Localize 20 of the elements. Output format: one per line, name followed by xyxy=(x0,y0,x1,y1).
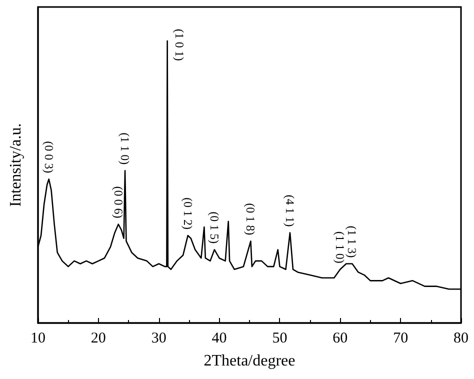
annotation: (4 1 1) xyxy=(282,194,297,227)
annotation: (1 1 3) xyxy=(345,226,360,258)
x-tick-label: 30 xyxy=(151,330,166,346)
y-axis-title: Intensity/a.u. xyxy=(8,123,24,207)
x-axis-title: 2Theta/degree xyxy=(204,352,296,370)
x-tick-label: 10 xyxy=(30,330,46,346)
x-tick-label: 80 xyxy=(454,330,468,346)
x-tick-label: 40 xyxy=(212,330,227,346)
annotation: (0 1 2) xyxy=(180,198,195,230)
annotation: (0 0 3) xyxy=(42,141,56,174)
x-tick-label: 50 xyxy=(272,330,288,346)
x-tick-label: 20 xyxy=(90,330,106,346)
annotation: (0 1 8) xyxy=(244,203,258,236)
annotation: (1 1 0) xyxy=(118,132,132,165)
x-tick-label: 70 xyxy=(393,330,408,346)
annotation: (0 0 6) xyxy=(111,186,126,218)
annotation: (0 1 5) xyxy=(207,212,222,244)
annotation: (1 1 0) xyxy=(333,231,348,264)
x-tick-label: 60 xyxy=(332,330,348,346)
annotation: (1 0 1) xyxy=(172,28,186,61)
